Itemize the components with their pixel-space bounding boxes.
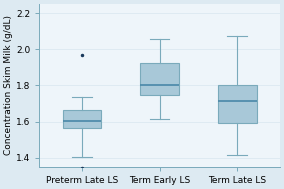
- PathPatch shape: [62, 110, 101, 128]
- PathPatch shape: [140, 63, 179, 95]
- Y-axis label: Concentration Skim Milk (g/dL): Concentration Skim Milk (g/dL): [4, 15, 13, 156]
- PathPatch shape: [218, 85, 256, 122]
